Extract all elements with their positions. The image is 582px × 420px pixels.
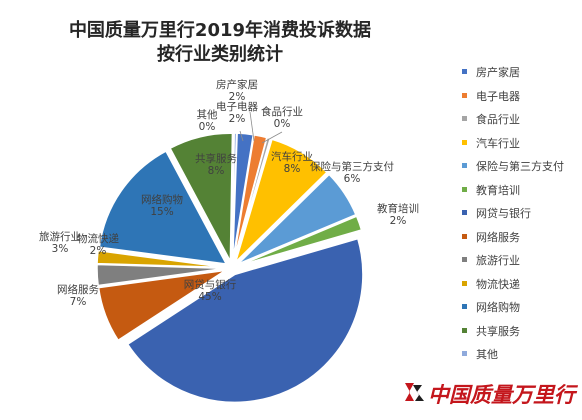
data-label: 网络购物 15% bbox=[141, 193, 183, 218]
legend-swatch bbox=[462, 186, 467, 192]
legend-swatch bbox=[462, 92, 467, 98]
legend-swatch bbox=[462, 163, 467, 168]
data-label: 其他 0% bbox=[197, 108, 218, 133]
data-label: 共享服务 8% bbox=[195, 152, 237, 177]
legend-item: 物流快递 bbox=[462, 276, 580, 300]
leader-line bbox=[249, 111, 255, 142]
legend-item: 房产家居 bbox=[462, 64, 580, 88]
chart-title-line-1: 中国质量万里行2019年消费投诉数据 bbox=[68, 20, 372, 41]
legend-swatch bbox=[462, 257, 467, 262]
legend-item: 其他 bbox=[462, 346, 580, 370]
legend-swatch bbox=[462, 210, 467, 215]
data-label: 网络服务 7% bbox=[57, 283, 99, 308]
data-label: 教育培训 2% bbox=[377, 202, 419, 227]
data-label: 食品行业 0% bbox=[261, 105, 303, 130]
legend-label: 其他 bbox=[476, 348, 498, 361]
leader-line bbox=[261, 131, 283, 144]
pie-slice bbox=[96, 263, 226, 287]
legend-swatch bbox=[462, 139, 467, 145]
legend-swatch bbox=[462, 280, 467, 286]
brand-watermark: 中国质量万里行 bbox=[402, 377, 578, 409]
legend-item: 电子电器 bbox=[462, 88, 580, 112]
chart-legend: 房产家居电子电器食品行业汽车行业保险与第三方支付 教育培训网贷与银行网络服务旅游行… bbox=[462, 64, 580, 370]
leader-line bbox=[239, 130, 244, 142]
legend-swatch bbox=[462, 69, 467, 74]
legend-label: 电子电器 bbox=[476, 89, 520, 103]
legend-item: 网贷与银行 bbox=[462, 205, 580, 229]
legend-swatch bbox=[462, 327, 467, 333]
legend-item: 旅游行业 bbox=[462, 252, 580, 276]
legend-item: 保险与第三方支付 bbox=[462, 158, 580, 182]
legend-label: 网络购物 bbox=[476, 301, 520, 314]
pie-slice bbox=[237, 173, 357, 265]
legend-label: 网络服务 bbox=[476, 230, 520, 244]
legend-swatch bbox=[462, 351, 467, 356]
legend-label: 房产家居 bbox=[476, 66, 520, 79]
data-label: 网贷与银行 45% bbox=[184, 278, 237, 303]
legend-item: 教育培训 bbox=[462, 182, 580, 206]
legend-label: 网贷与银行 bbox=[476, 207, 531, 220]
data-label: 旅游行业 3% bbox=[39, 230, 81, 255]
pie-slice bbox=[96, 249, 226, 269]
brand-logo-icon bbox=[405, 383, 424, 401]
pie-slice bbox=[169, 132, 234, 265]
legend-swatch bbox=[462, 304, 467, 309]
legend-label: 旅游行业 bbox=[476, 254, 520, 267]
pie-slice bbox=[126, 237, 364, 404]
pie-slice bbox=[238, 215, 363, 267]
brand-text: 中国质量万里行 bbox=[428, 382, 575, 407]
legend-item: 共享服务 bbox=[462, 323, 580, 347]
data-label: 保险与第三方支付 6% bbox=[310, 160, 394, 185]
legend-swatch bbox=[462, 116, 467, 121]
chart-title-line-2: 按行业类别统计 bbox=[157, 44, 283, 65]
legend-label: 保险与第三方支付 bbox=[476, 160, 564, 173]
legend-label: 教育培训 bbox=[476, 183, 520, 197]
data-label: 电子电器 2% bbox=[216, 100, 258, 125]
legend-item: 网络服务 bbox=[462, 229, 580, 253]
legend-label: 物流快递 bbox=[476, 277, 520, 291]
data-label: 物流快递 2% bbox=[77, 232, 119, 257]
legend-label: 食品行业 bbox=[476, 113, 520, 126]
legend-item: 汽车行业 bbox=[462, 135, 580, 159]
legend-item: 网络购物 bbox=[462, 299, 580, 323]
pie-slice bbox=[231, 132, 238, 262]
pie-slice bbox=[98, 150, 228, 265]
data-label: 汽车行业 8% bbox=[271, 150, 313, 175]
legend-label: 汽车行业 bbox=[476, 136, 520, 150]
data-label: 房产家居 2% bbox=[216, 78, 258, 103]
legend-item: 食品行业 bbox=[462, 111, 580, 135]
pie-slice bbox=[97, 269, 226, 342]
legend-swatch bbox=[462, 233, 467, 239]
pie-slice bbox=[234, 138, 328, 265]
legend-label: 共享服务 bbox=[476, 324, 520, 338]
